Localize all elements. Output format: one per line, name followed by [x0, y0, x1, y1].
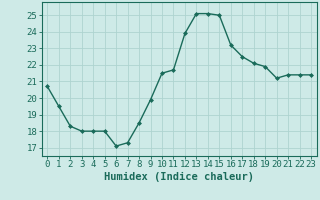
X-axis label: Humidex (Indice chaleur): Humidex (Indice chaleur) — [104, 172, 254, 182]
